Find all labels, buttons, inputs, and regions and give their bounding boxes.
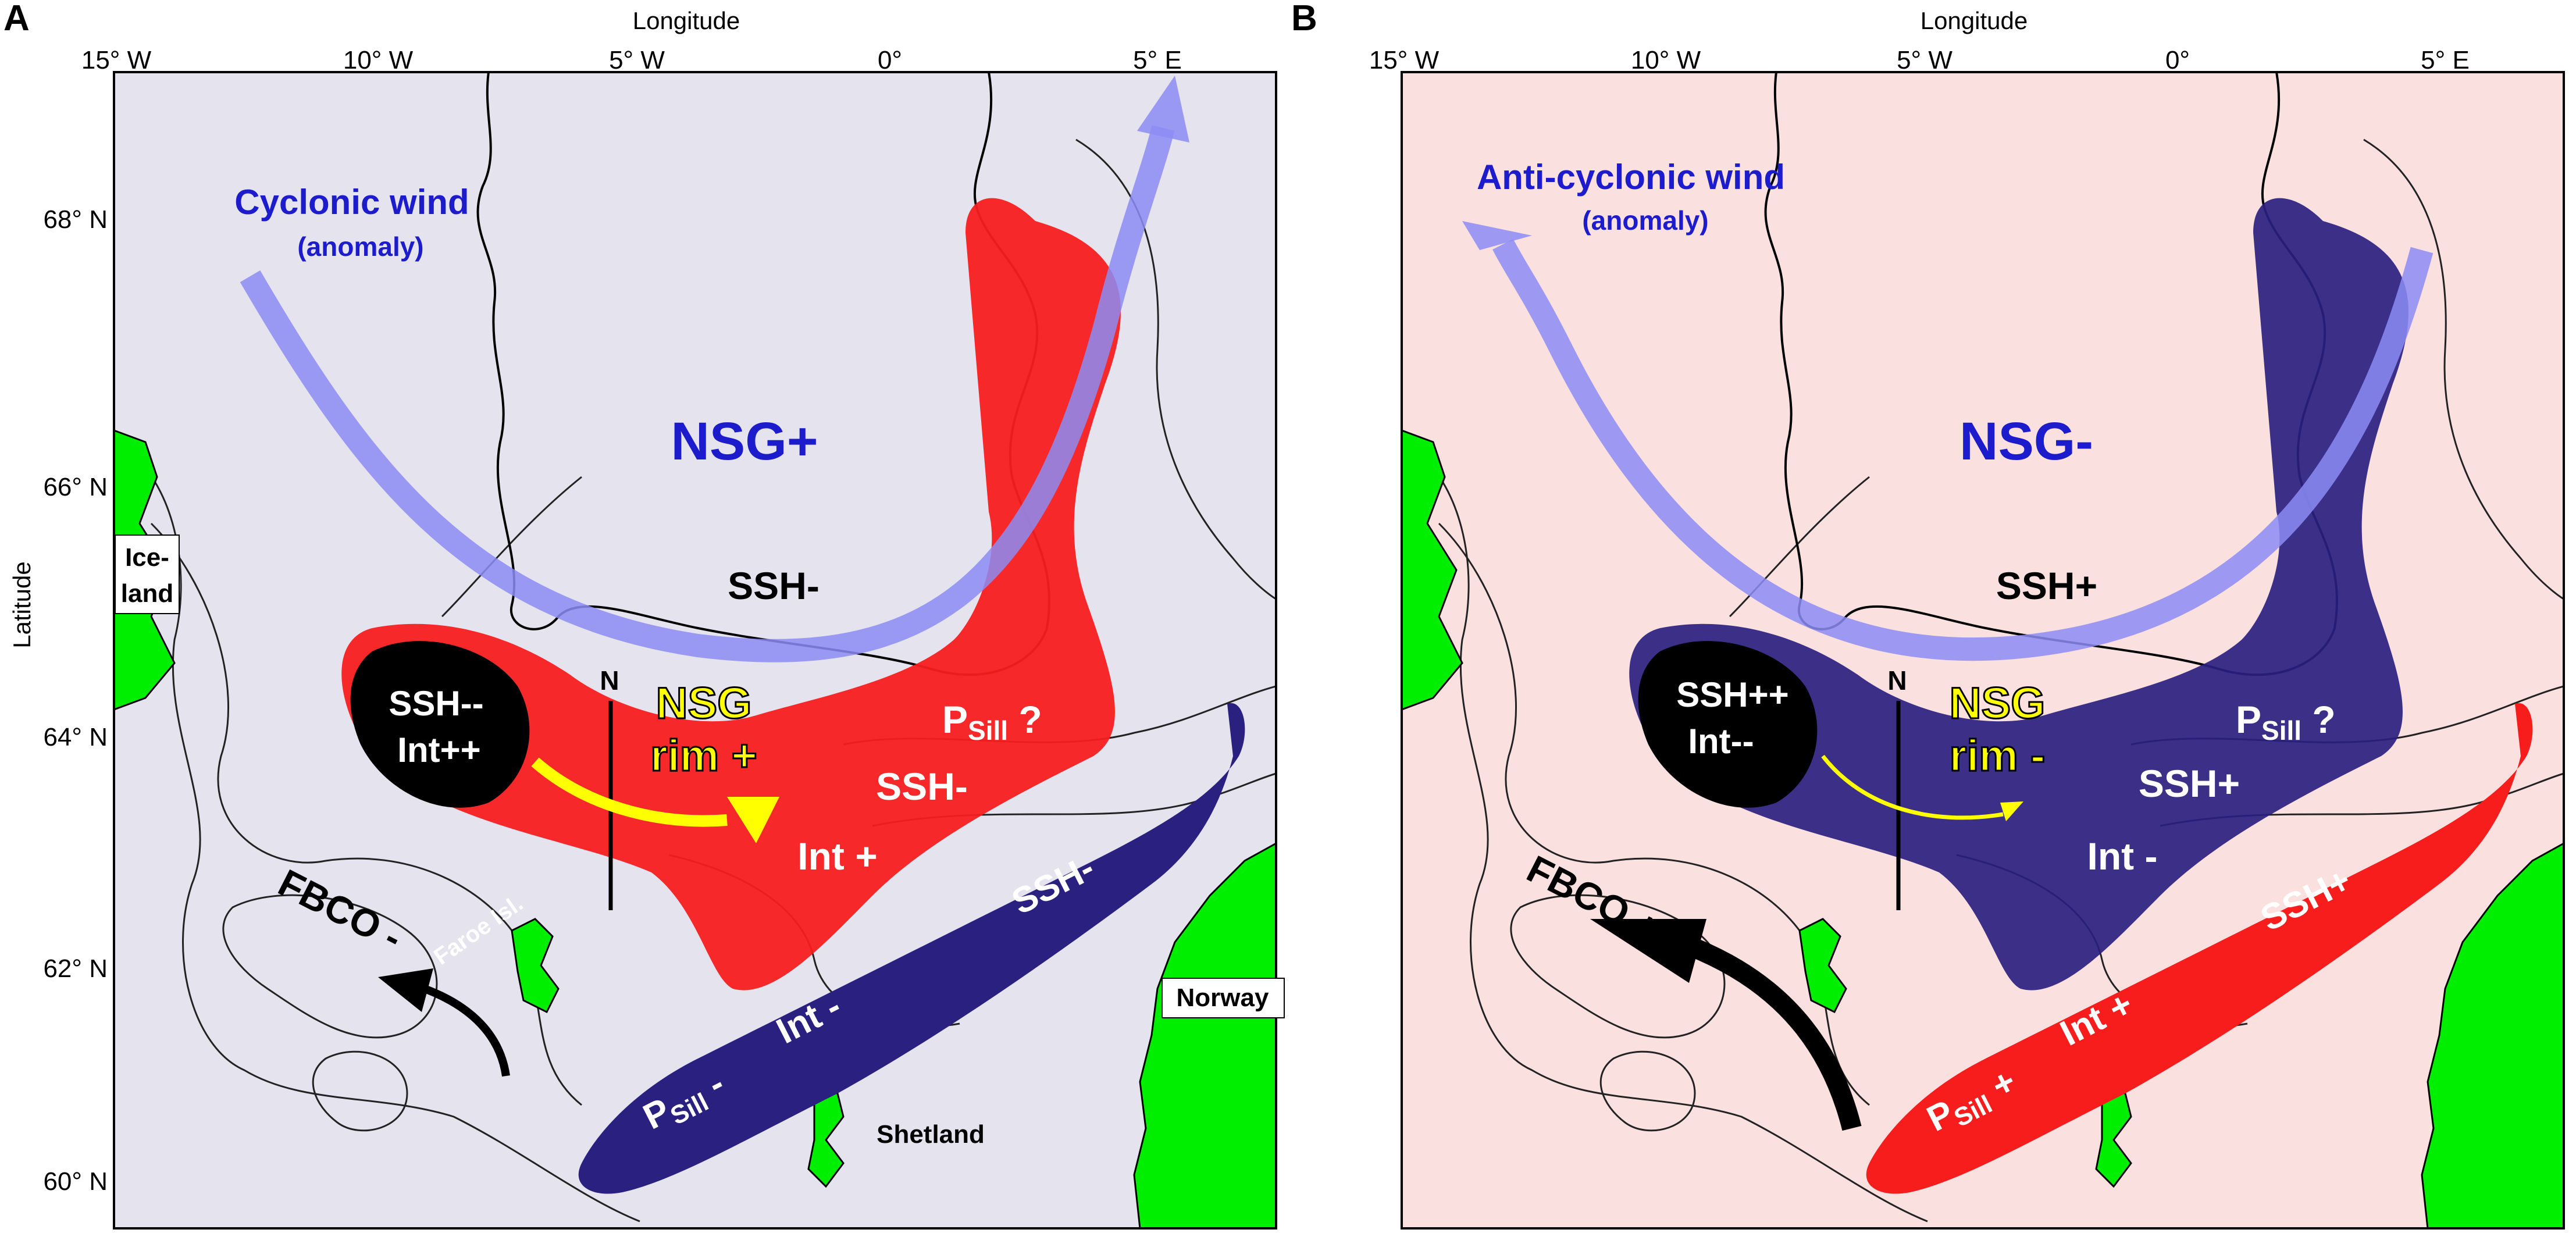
panel-a: A Longitude Latitude 15° W 10° W 5° W 0°… [3, 0, 1285, 1230]
shetland-label: Shetland [877, 1120, 985, 1149]
int-rim-label: Int - [2087, 835, 2158, 878]
wind-arrowhead [1462, 221, 1532, 250]
y-tick-68n: 68° N [43, 205, 108, 234]
section-label: N [600, 665, 619, 696]
rim-current-arrowhead [727, 797, 779, 843]
x-axis-title: Longitude [633, 7, 740, 34]
x-tick-15w: 15° W [1369, 46, 1440, 74]
shelf-band [1866, 703, 2533, 1194]
x-tick-5e: 5° E [2421, 46, 2470, 74]
iceland-land [1402, 429, 1463, 711]
rim-current-arrow [1821, 754, 2004, 820]
gyre-label: NSG+ [671, 412, 818, 471]
rim-current-arrowhead [2000, 801, 2023, 821]
map-frame [1401, 71, 2565, 1230]
rim-label-1: NSG [1950, 679, 2046, 728]
norway-land [2421, 842, 2564, 1228]
x-tick-0: 0° [878, 46, 902, 74]
norway-label: Norway [1177, 983, 1269, 1012]
panel-b-map: B Longitude 15° W 10° W 5° W 0° 5° E [1291, 0, 2565, 1230]
panel-a-map: A Longitude Latitude 15° W 10° W 5° W 0°… [3, 0, 1285, 1230]
iceland-label-2: land [121, 579, 173, 608]
x-tick-5w: 5° W [609, 46, 665, 74]
norway-land [1133, 842, 1276, 1228]
y-tick-64n: 64° N [43, 723, 108, 751]
x-tick-10w: 10° W [343, 46, 414, 74]
wind-sublabel: (anomaly) [1582, 205, 1708, 236]
wind-arrowhead [1137, 76, 1189, 142]
core-line2: Int++ [397, 730, 480, 769]
core-line2: Int-- [1688, 722, 1754, 761]
rim-label-2: rim + [650, 731, 757, 781]
core-line1: SSH++ [1676, 675, 1788, 714]
ssh-center-label: SSH+ [1996, 564, 2097, 607]
rim-current-arrow [531, 757, 728, 827]
map-frame [113, 71, 1277, 1230]
x-tick-15w: 15° W [81, 46, 152, 74]
wind-arrow-icon [1492, 238, 2434, 661]
gyre-label: NSG- [1959, 412, 2093, 471]
core-eddy [1638, 641, 1818, 808]
x-tick-10w: 10° W [1631, 46, 1701, 74]
fbco-arrow [423, 985, 510, 1077]
x-tick-5w: 5° W [1897, 46, 1953, 74]
section-label: N [1887, 665, 1907, 696]
panel-b: B Longitude 15° W 10° W 5° W 0° 5° E [1288, 0, 2575, 1233]
rim-label-2: rim - [1950, 731, 2046, 781]
core-eddy [350, 641, 530, 808]
ssh-rim-label: SSH+ [2139, 762, 2240, 805]
x-tick-0: 0° [2165, 46, 2190, 74]
norway-label-box [1161, 978, 1285, 1018]
wind-sublabel: (anomaly) [297, 231, 423, 262]
x-axis-title: Longitude [1921, 7, 2028, 34]
faroe-land [511, 918, 560, 1014]
iceland-label-1: Ice- [125, 543, 169, 572]
shetland-land [807, 1086, 845, 1188]
wind-label: Anti-cyclonic wind [1477, 158, 1785, 197]
y-tick-66n: 66° N [43, 473, 108, 501]
iceland-label-box [115, 534, 180, 614]
fbco-arrowhead [378, 968, 433, 1012]
ssh-center-label: SSH- [728, 564, 820, 607]
ssh-rim-label: SSH- [876, 765, 968, 808]
fbco-arrow [1691, 939, 1862, 1131]
y-tick-60n: 60° N [43, 1167, 108, 1196]
shetland-land [2095, 1086, 2132, 1188]
shelf-band [578, 703, 1245, 1194]
core-line1: SSH-- [389, 684, 483, 723]
fbco-arrowhead [1590, 919, 1706, 983]
ssh-high-region [1629, 198, 2408, 990]
wind-arrow-icon [240, 125, 1175, 662]
wind-label: Cyclonic wind [234, 183, 469, 222]
int-rim-label: Int + [797, 835, 878, 878]
x-tick-5e: 5° E [1133, 46, 1182, 74]
faroe-land [1798, 918, 1847, 1014]
y-tick-62n: 62° N [43, 954, 108, 983]
rim-label-1: NSG [656, 679, 752, 728]
ssh-low-region [341, 198, 1121, 990]
psill-label: PSill ? [942, 698, 1042, 746]
y-axis-title: Latitude [8, 561, 35, 648]
panel-letter: B [1291, 0, 1317, 38]
psill-label: PSill ? [2236, 698, 2336, 746]
panel-letter: A [3, 0, 30, 38]
